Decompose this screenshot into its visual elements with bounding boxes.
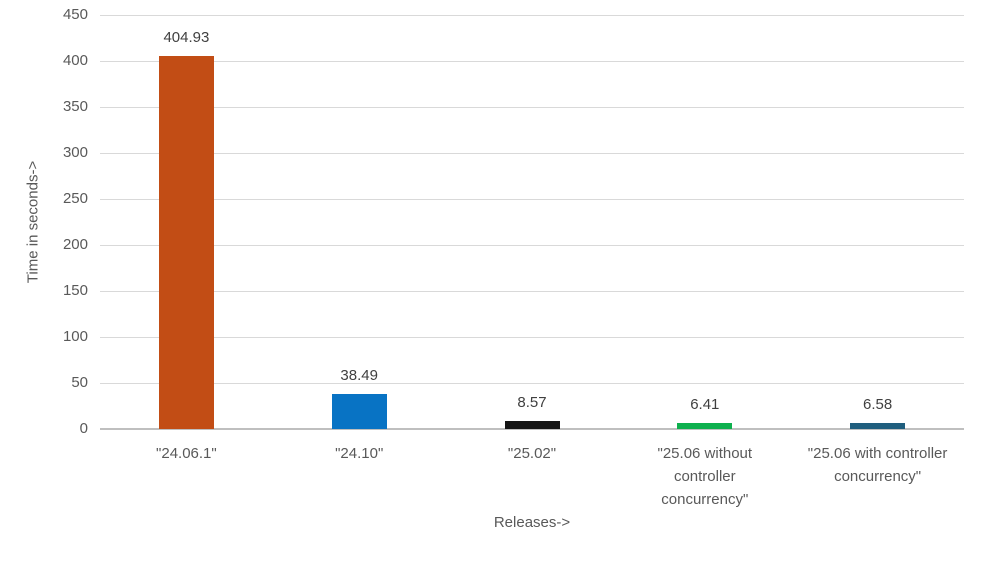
category-label-line: "24.10" (335, 445, 384, 462)
category-label: "25.02" (442, 442, 622, 465)
bar (677, 423, 733, 429)
bar (850, 422, 906, 429)
gridline (100, 337, 964, 338)
bar (504, 421, 560, 429)
y-tick-label: 350 (62, 98, 88, 115)
data-label: 6.41 (690, 396, 720, 414)
data-label: 8.57 (517, 394, 547, 412)
gridline (100, 199, 964, 200)
y-tick-label: 450 (62, 6, 88, 23)
y-tick-label: 150 (62, 282, 88, 299)
y-tick-label: 300 (62, 144, 88, 161)
y-tick-label: 200 (62, 236, 88, 253)
gridline (100, 15, 964, 16)
category-label-line: "24.06.1" (156, 445, 217, 462)
data-label: 404.93 (163, 29, 210, 47)
gridline (100, 61, 964, 62)
category-label-line: concurrency" (834, 468, 922, 485)
category-label: "24.06.1" (96, 442, 276, 465)
bar (158, 56, 214, 429)
y-tick-label: 100 (62, 328, 88, 345)
category-label: "25.06 with controller concurrency" (788, 442, 968, 488)
y-tick-label: 0 (79, 420, 88, 437)
gridline (100, 245, 964, 246)
category-label-line: concurrency" (661, 491, 749, 508)
gridline (100, 107, 964, 108)
y-tick-label: 50 (71, 374, 88, 391)
data-label: 38.49 (340, 366, 378, 384)
category-label-line: controller (673, 468, 736, 485)
x-axis-title: Releases-> (493, 514, 571, 531)
gridline (100, 383, 964, 384)
gridline (100, 153, 964, 154)
y-tick-label: 250 (62, 190, 88, 207)
category-label-line: "25.06 with controller (807, 445, 948, 462)
bar (331, 393, 387, 429)
y-tick-label: 400 (62, 52, 88, 69)
data-label: 6.58 (862, 395, 893, 413)
category-label: "24.10" (269, 442, 449, 465)
category-label-line: "25.02" (507, 445, 557, 462)
gridline (100, 291, 964, 292)
category-label: "25.06 without controller concurrency" (615, 442, 795, 511)
x-axis-line (100, 428, 964, 430)
y-axis-title: Time in seconds-> (24, 160, 42, 284)
category-label-line: "25.06 without (657, 445, 753, 462)
